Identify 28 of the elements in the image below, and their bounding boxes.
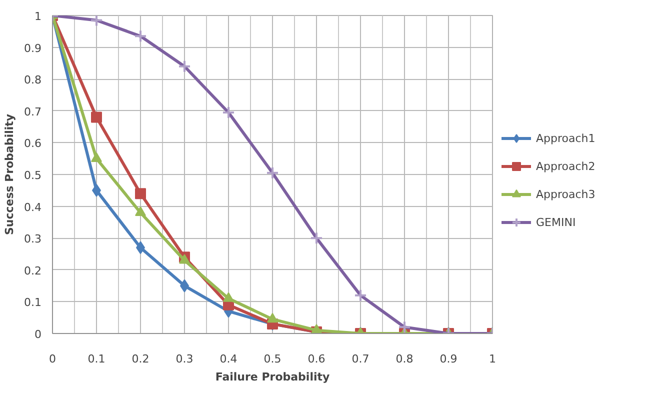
legend-label: Approach3 (536, 188, 596, 200)
y-tick-label: 0 (34, 328, 42, 341)
x-tick-label: 0.5 (264, 352, 282, 366)
legend-label: GEMINI (536, 216, 576, 228)
y-tick-label: 0.7 (24, 105, 42, 118)
x-tick-label: 0.4 (220, 352, 238, 366)
y-tick-label: 1 (34, 10, 42, 23)
x-tick-label: 1 (489, 352, 496, 366)
y-tick-label: 0.4 (24, 200, 42, 214)
legend-label: Approach1 (536, 132, 596, 144)
y-tick-label: 0.3 (24, 232, 42, 246)
y-tick-label: 0.8 (24, 74, 42, 87)
x-tick-label: 0.3 (176, 352, 194, 366)
x-tick-label: 0 (49, 352, 56, 366)
x-tick-label: 0.9 (440, 352, 458, 366)
x-axis-title: Failure Probability (215, 370, 330, 384)
x-tick-label: 0.6 (308, 352, 326, 366)
y-tick-label: 0.2 (24, 264, 42, 278)
y-tick-label: 0.1 (24, 296, 42, 310)
x-tick-label: 0.1 (88, 352, 106, 366)
y-axis-title: Success Probability (3, 114, 16, 236)
x-tick-label: 0.8 (396, 352, 414, 366)
x-tick-label: 0.7 (352, 352, 370, 366)
y-tick-label: 0.5 (24, 169, 42, 182)
y-tick-label: 0.6 (24, 137, 42, 150)
y-tick-label: 0.9 (24, 42, 42, 55)
legend-label: Approach2 (536, 160, 596, 172)
x-tick-label: 0.2 (132, 352, 150, 366)
